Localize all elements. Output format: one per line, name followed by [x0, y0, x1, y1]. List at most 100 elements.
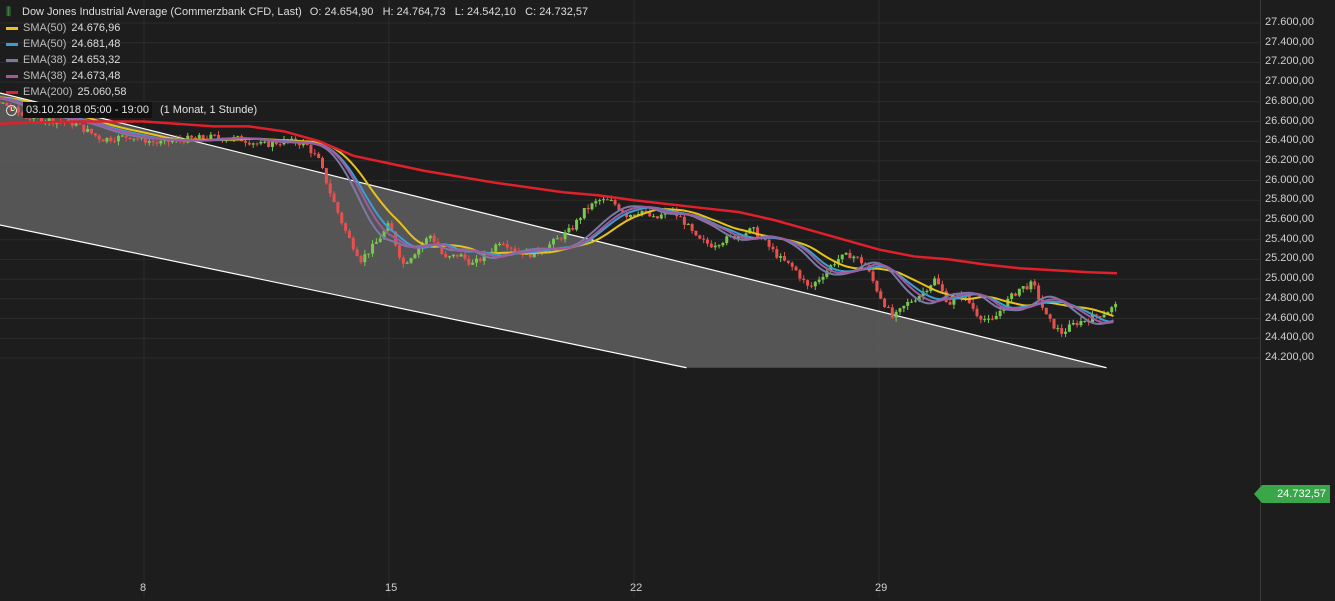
price-tick-label: 26.400,00 — [1265, 134, 1314, 147]
candle-body — [267, 141, 271, 147]
candle-body — [213, 134, 217, 136]
candle-body — [998, 310, 1002, 316]
price-tick-label: 24.600,00 — [1265, 311, 1314, 324]
candle-body — [948, 302, 952, 305]
candle-body — [0, 101, 1, 104]
candle-body — [270, 141, 274, 147]
candle-body — [401, 257, 405, 264]
candle-body — [825, 270, 829, 277]
candle-body — [93, 133, 97, 136]
candle-body — [602, 199, 606, 201]
candle-body — [706, 239, 709, 244]
candle-body — [1052, 318, 1056, 329]
candle-body — [994, 315, 998, 320]
date-tick-label: 8 — [140, 582, 147, 594]
close-value: 24.732,57 — [539, 6, 589, 18]
candle-body — [898, 308, 902, 312]
indicator-sma50[interactable]: SMA(50) 24.676,96 — [6, 20, 588, 36]
candle-body — [890, 307, 894, 318]
candle-body — [390, 223, 394, 232]
candle-body — [856, 256, 860, 258]
candle-body — [1079, 320, 1083, 326]
ema38-swatch — [6, 58, 18, 62]
candle-body — [116, 135, 120, 142]
candle-body — [444, 253, 448, 258]
candle-body — [371, 243, 375, 254]
indicator-sma38[interactable]: SMA(38) 24.673,48 — [6, 68, 588, 84]
candle-body — [613, 200, 617, 205]
candle-body — [598, 199, 602, 202]
indicator-ema200[interactable]: EMA(200) 25.060,58 — [6, 84, 588, 100]
candle-body — [143, 136, 147, 143]
candle-body — [424, 238, 428, 244]
candle-body — [802, 278, 806, 281]
candle-body — [247, 142, 251, 145]
candle-body — [1014, 293, 1017, 296]
candle-body — [894, 311, 898, 318]
candle-body — [756, 227, 760, 238]
sma38-line[interactable] — [0, 95, 1114, 324]
sma38-label: SMA(38) — [23, 70, 67, 82]
candle-body — [451, 254, 455, 257]
candle-body — [278, 144, 282, 146]
ema200-line[interactable] — [0, 120, 1118, 275]
price-tick-label: 25.800,00 — [1265, 193, 1314, 206]
candle-body — [1114, 304, 1118, 308]
candle-body — [625, 213, 629, 218]
candle-body — [16, 107, 20, 113]
candle-body — [659, 214, 663, 219]
candle-body — [983, 319, 987, 321]
candle-body — [917, 296, 921, 301]
candle-body — [463, 254, 467, 259]
channel-lower-line[interactable] — [0, 220, 687, 369]
candle-body — [1102, 314, 1106, 318]
candle-body — [594, 201, 598, 204]
last-price-badge: 24.732,57 — [1254, 485, 1330, 503]
candle-body — [975, 308, 979, 317]
candle-body — [170, 140, 174, 143]
candle-body — [913, 300, 917, 302]
candle-body — [925, 290, 929, 292]
candle-body — [552, 239, 555, 245]
candle-body — [190, 135, 194, 138]
candle-body — [775, 249, 779, 258]
candle-body — [548, 244, 552, 251]
candle-body — [482, 253, 486, 262]
price-tick-label: 24.800,00 — [1265, 291, 1314, 304]
sma50-line[interactable] — [0, 96, 1114, 318]
open-label: O: — [309, 6, 322, 18]
candle-body — [478, 258, 482, 262]
channel-upper-line[interactable] — [0, 87, 1107, 369]
candle-body — [648, 211, 652, 217]
candle-body — [617, 204, 621, 211]
candle-body — [875, 281, 879, 292]
candle-body — [297, 143, 301, 146]
candle-body — [336, 202, 340, 213]
date-tick-label: 22 — [630, 582, 643, 594]
ema38-line[interactable] — [0, 95, 1114, 325]
high-value: 24.764,73 — [396, 6, 446, 18]
chart-legend: ⫼ Dow Jones Industrial Average (Commerzb… — [6, 4, 588, 118]
candle-body — [405, 262, 409, 264]
close-label: C: — [525, 6, 537, 18]
candle-body — [317, 153, 321, 158]
candle-body — [344, 223, 348, 231]
candle-body — [771, 246, 775, 250]
candle-body — [263, 141, 267, 143]
indicator-ema50[interactable]: EMA(50) 24.681,48 — [6, 36, 588, 52]
candle-body — [682, 216, 686, 225]
time-range-row[interactable]: 03.10.2018 05:00 - 19:00 (1 Monat, 1 Stu… — [6, 102, 588, 118]
candle-body — [494, 244, 498, 252]
candle-body — [217, 135, 221, 139]
candle-body — [459, 254, 463, 257]
candle-body — [702, 238, 706, 240]
candle-body — [933, 278, 937, 286]
price-tick-label: 25.400,00 — [1265, 232, 1314, 245]
indicator-ema38[interactable]: EMA(38) 24.653,32 — [6, 52, 588, 68]
candle-body — [644, 210, 648, 212]
candle-body — [571, 228, 575, 230]
candle-body — [871, 271, 875, 282]
candle-body — [363, 254, 367, 263]
candle-body — [721, 243, 725, 246]
